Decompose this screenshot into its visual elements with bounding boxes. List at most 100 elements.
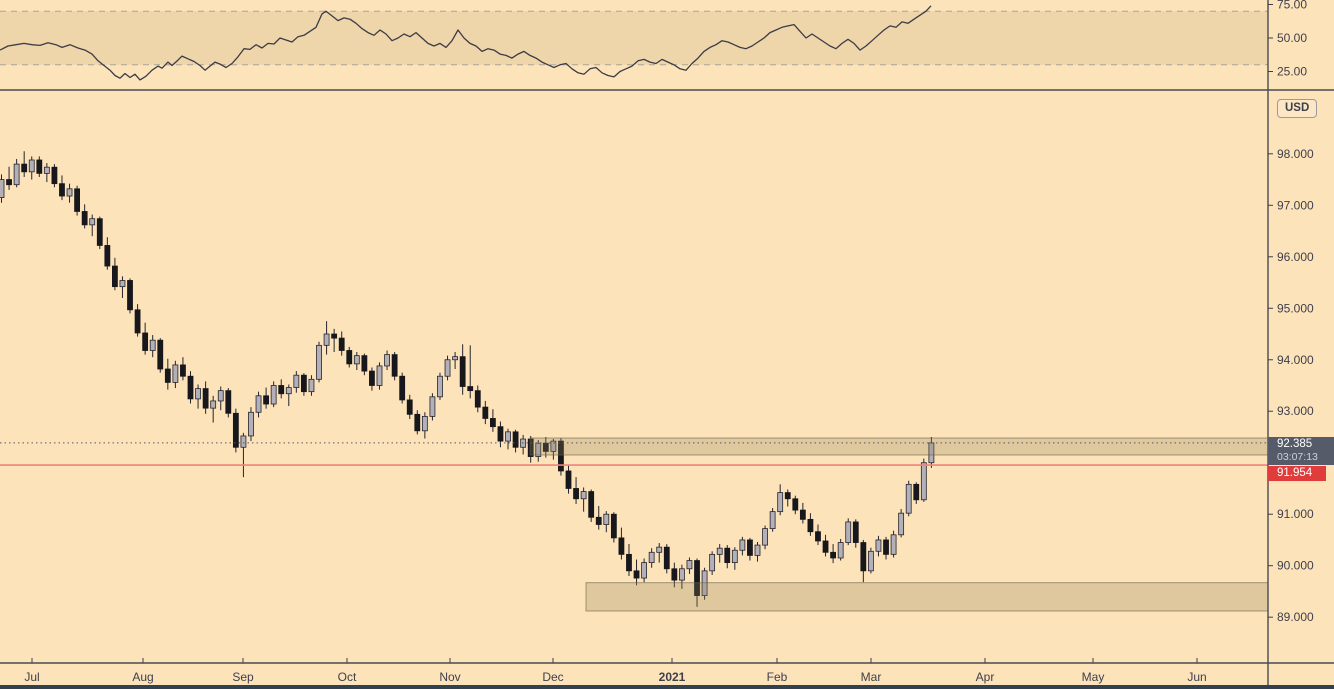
price-tick-label: 96.000 (1277, 250, 1314, 264)
candle-body (709, 553, 716, 572)
candle-body (6, 179, 12, 186)
candle-body (361, 355, 368, 372)
candle-up (255, 391, 262, 418)
candle-down (467, 345, 474, 399)
candle-up (777, 484, 784, 516)
candle-body (837, 542, 844, 559)
candle-body (830, 551, 836, 559)
candle-down (187, 371, 194, 404)
candle-body (822, 540, 829, 553)
candle-up (316, 341, 322, 383)
candle-up (905, 480, 912, 517)
candle-body (414, 413, 421, 432)
candle-up (505, 428, 511, 450)
candle-down (331, 328, 338, 353)
candle-down (618, 527, 625, 560)
candle-body (686, 560, 693, 570)
time-tick-label: May (1082, 670, 1105, 684)
time-tick-label: Nov (439, 670, 460, 684)
candlestick-series (0, 151, 935, 607)
candle-body (489, 418, 496, 428)
time-tick-label: Dec (542, 670, 563, 684)
candle-body (164, 368, 171, 383)
candle-up (701, 567, 708, 600)
candle-down (369, 367, 375, 391)
candle-up (928, 436, 935, 468)
drawn-line-price-value: 91.954 (1277, 467, 1313, 479)
candle-up (353, 352, 360, 371)
candle-down (474, 385, 481, 413)
time-tick-label: Aug (132, 670, 153, 684)
candle-up (648, 548, 655, 568)
candle-up (739, 536, 746, 556)
candle-down (573, 477, 579, 504)
candle-up (656, 543, 663, 563)
time-tick-label: Apr (976, 670, 995, 684)
candle-down (134, 304, 141, 337)
rsi-band (0, 11, 1268, 65)
candle-down (489, 409, 496, 432)
candle-down (96, 216, 103, 250)
current-price-value: 92.385 (1277, 438, 1313, 450)
candle-body (21, 163, 28, 173)
candle-body (648, 551, 655, 564)
candle-down (633, 559, 640, 586)
candle-body (346, 350, 353, 365)
candle-body (845, 521, 852, 543)
candle-up (270, 381, 277, 408)
candle-up (603, 511, 610, 533)
candle-body (142, 332, 149, 351)
bar-close-countdown: 03:07:13 (1277, 451, 1318, 463)
candle-up (323, 321, 330, 355)
candle-body (81, 211, 88, 226)
candle-body (807, 518, 814, 533)
candle-body (754, 544, 761, 556)
candle-up (89, 214, 96, 237)
candle-up (384, 350, 390, 371)
candle-up (195, 384, 201, 409)
candle-down (913, 482, 920, 504)
candle-body (482, 406, 489, 419)
candle-down (112, 257, 118, 291)
candle-down (747, 537, 753, 561)
candle-body (724, 547, 731, 564)
time-tick-label: Feb (767, 670, 788, 684)
candle-body (860, 542, 867, 572)
candle-body (588, 491, 595, 518)
candle-body (474, 390, 481, 408)
currency-badge[interactable]: USD (1277, 99, 1318, 118)
candle-down (6, 166, 12, 190)
price-scale[interactable]: 98.000 97.000 96.000 95.000 94.000 93.000 91.0… (1268, 0, 1314, 624)
time-tick-label: 2021 (659, 670, 686, 684)
supply-zone[interactable] (529, 437, 1269, 456)
candle-up (641, 558, 647, 583)
candle-body (610, 513, 617, 539)
candle-body (399, 375, 406, 401)
price-tick-label: 95.000 (1277, 301, 1314, 315)
candle-down (202, 381, 209, 414)
candle-body (467, 386, 474, 392)
candle-up (845, 518, 852, 546)
candle-down (792, 495, 799, 515)
time-scale[interactable]: Jul Aug Sep Oct Nov Dec 2021 Feb Mar Apr May Jun (24, 658, 1207, 684)
candle-body (739, 539, 746, 551)
candle-down (830, 544, 836, 564)
candle-body (595, 516, 602, 525)
candle-body (769, 511, 776, 530)
candle-body (815, 531, 821, 542)
candle-body (270, 385, 277, 405)
demand-zone[interactable] (585, 582, 1269, 612)
candle-down (610, 512, 617, 543)
candle-body (603, 513, 610, 525)
candle-up (709, 551, 716, 575)
pane-resize-bar[interactable] (0, 685, 1334, 689)
rsi-tick-label: 75.00 (1277, 0, 1307, 12)
candle-down (391, 352, 398, 381)
price-tick-label: 97.000 (1277, 198, 1314, 212)
candle-down (799, 502, 806, 524)
candle-body (376, 365, 383, 386)
candle-up (217, 386, 224, 411)
candle-down (663, 544, 670, 574)
candle-up (686, 557, 693, 574)
